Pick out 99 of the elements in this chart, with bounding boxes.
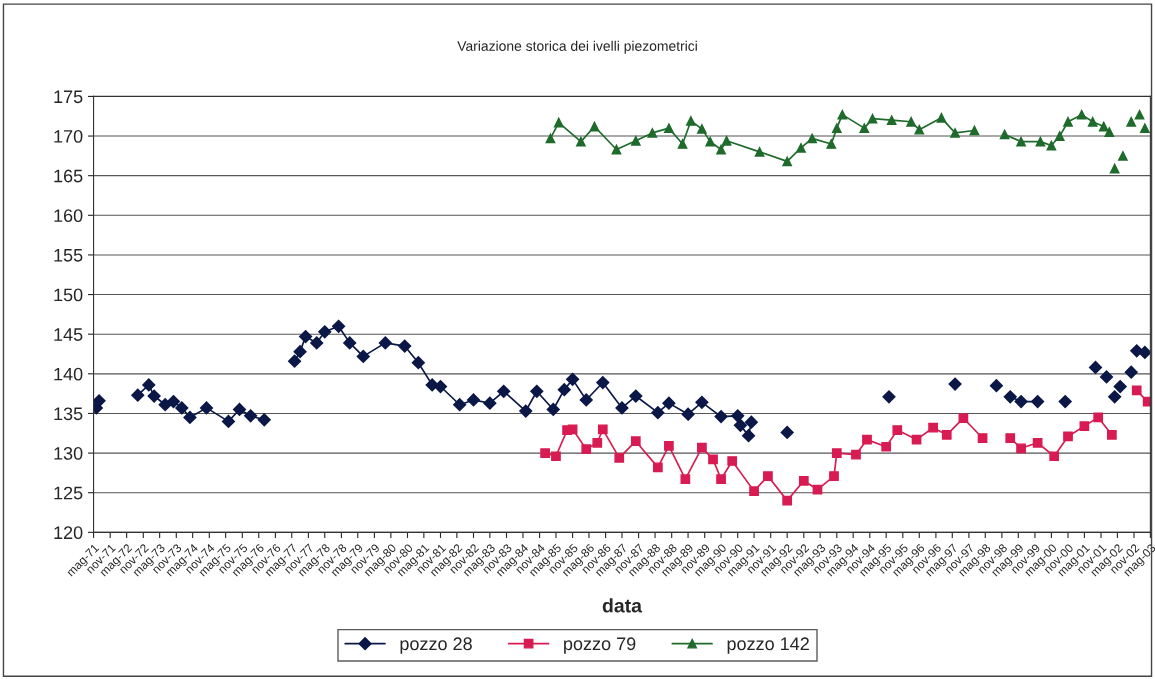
point bbox=[647, 128, 658, 138]
point bbox=[892, 425, 903, 435]
point bbox=[697, 442, 707, 453]
point bbox=[1049, 451, 1060, 462]
point bbox=[1035, 136, 1046, 147]
point bbox=[630, 135, 641, 146]
point bbox=[708, 454, 718, 465]
y-tick-label: 125 bbox=[54, 486, 83, 500]
point bbox=[545, 133, 556, 144]
legend-label: pozzo 79 bbox=[564, 637, 636, 654]
point bbox=[553, 117, 564, 128]
y-tick-label: 175 bbox=[54, 90, 83, 104]
point bbox=[680, 474, 691, 485]
point bbox=[1076, 109, 1087, 120]
point bbox=[867, 113, 878, 124]
point bbox=[851, 449, 861, 460]
x-axis-title: data bbox=[602, 598, 643, 613]
point bbox=[914, 124, 925, 135]
point bbox=[941, 429, 952, 440]
point bbox=[614, 452, 625, 463]
point bbox=[807, 133, 817, 144]
point bbox=[886, 115, 897, 126]
point bbox=[831, 123, 842, 133]
chart-title: Variazione storica dei ivelli piezometrici bbox=[457, 40, 697, 54]
point bbox=[540, 448, 550, 458]
point bbox=[727, 456, 738, 466]
point bbox=[754, 147, 765, 157]
point bbox=[589, 121, 600, 132]
point bbox=[1046, 140, 1057, 151]
point bbox=[999, 129, 1010, 140]
point bbox=[977, 433, 988, 443]
point bbox=[829, 471, 839, 481]
point bbox=[677, 139, 688, 149]
point bbox=[664, 123, 674, 133]
point bbox=[749, 486, 759, 496]
point bbox=[906, 116, 916, 127]
point bbox=[1005, 433, 1016, 443]
point bbox=[862, 434, 872, 445]
point bbox=[859, 123, 870, 133]
point bbox=[1079, 421, 1090, 431]
y-tick-label: 135 bbox=[54, 407, 83, 421]
y-tick-label: 170 bbox=[54, 129, 83, 143]
point bbox=[837, 109, 848, 120]
point bbox=[1063, 431, 1073, 442]
point bbox=[1134, 109, 1145, 120]
point bbox=[716, 474, 726, 485]
y-tick-label: 140 bbox=[54, 367, 83, 381]
point bbox=[1118, 150, 1128, 161]
point bbox=[576, 136, 586, 147]
point bbox=[782, 156, 793, 167]
point bbox=[1098, 121, 1109, 132]
point bbox=[686, 116, 696, 126]
y-tick-label: 150 bbox=[54, 288, 83, 302]
legend-label: pozzo 28 bbox=[400, 637, 472, 654]
point bbox=[881, 441, 892, 452]
point bbox=[551, 451, 561, 462]
point bbox=[567, 424, 578, 435]
point bbox=[1109, 163, 1120, 174]
point bbox=[611, 144, 622, 155]
point bbox=[705, 136, 716, 147]
point bbox=[958, 413, 969, 424]
point bbox=[1093, 412, 1104, 423]
point bbox=[831, 448, 842, 458]
point bbox=[721, 135, 732, 146]
y-tick-label: 155 bbox=[54, 249, 83, 262]
point bbox=[1131, 385, 1142, 396]
point bbox=[936, 112, 947, 123]
y-tick-label: 130 bbox=[54, 447, 83, 460]
point bbox=[630, 436, 641, 447]
y-tick-label: 165 bbox=[54, 169, 83, 183]
point bbox=[782, 495, 793, 506]
point bbox=[653, 462, 663, 473]
point bbox=[592, 437, 603, 448]
point bbox=[664, 441, 674, 451]
point bbox=[597, 424, 608, 435]
legend-label: pozzo 142 bbox=[727, 637, 809, 654]
point bbox=[1140, 123, 1150, 133]
point bbox=[763, 471, 773, 481]
point bbox=[716, 144, 726, 155]
point bbox=[969, 125, 980, 136]
y-tick-label: 120 bbox=[54, 526, 83, 540]
point bbox=[697, 124, 707, 134]
point bbox=[798, 475, 809, 486]
point bbox=[826, 139, 837, 149]
y-tick-label: 145 bbox=[54, 328, 83, 341]
point bbox=[796, 143, 806, 153]
point bbox=[1106, 429, 1117, 440]
point bbox=[1032, 437, 1043, 448]
point bbox=[581, 444, 592, 454]
point bbox=[1016, 443, 1026, 454]
point bbox=[1104, 127, 1115, 137]
point bbox=[1016, 136, 1026, 147]
point bbox=[1126, 116, 1137, 127]
point bbox=[1063, 116, 1073, 127]
point bbox=[950, 128, 960, 138]
y-tick-label: 160 bbox=[54, 209, 83, 223]
point bbox=[928, 422, 938, 433]
point bbox=[1087, 116, 1098, 127]
point bbox=[1054, 131, 1065, 141]
